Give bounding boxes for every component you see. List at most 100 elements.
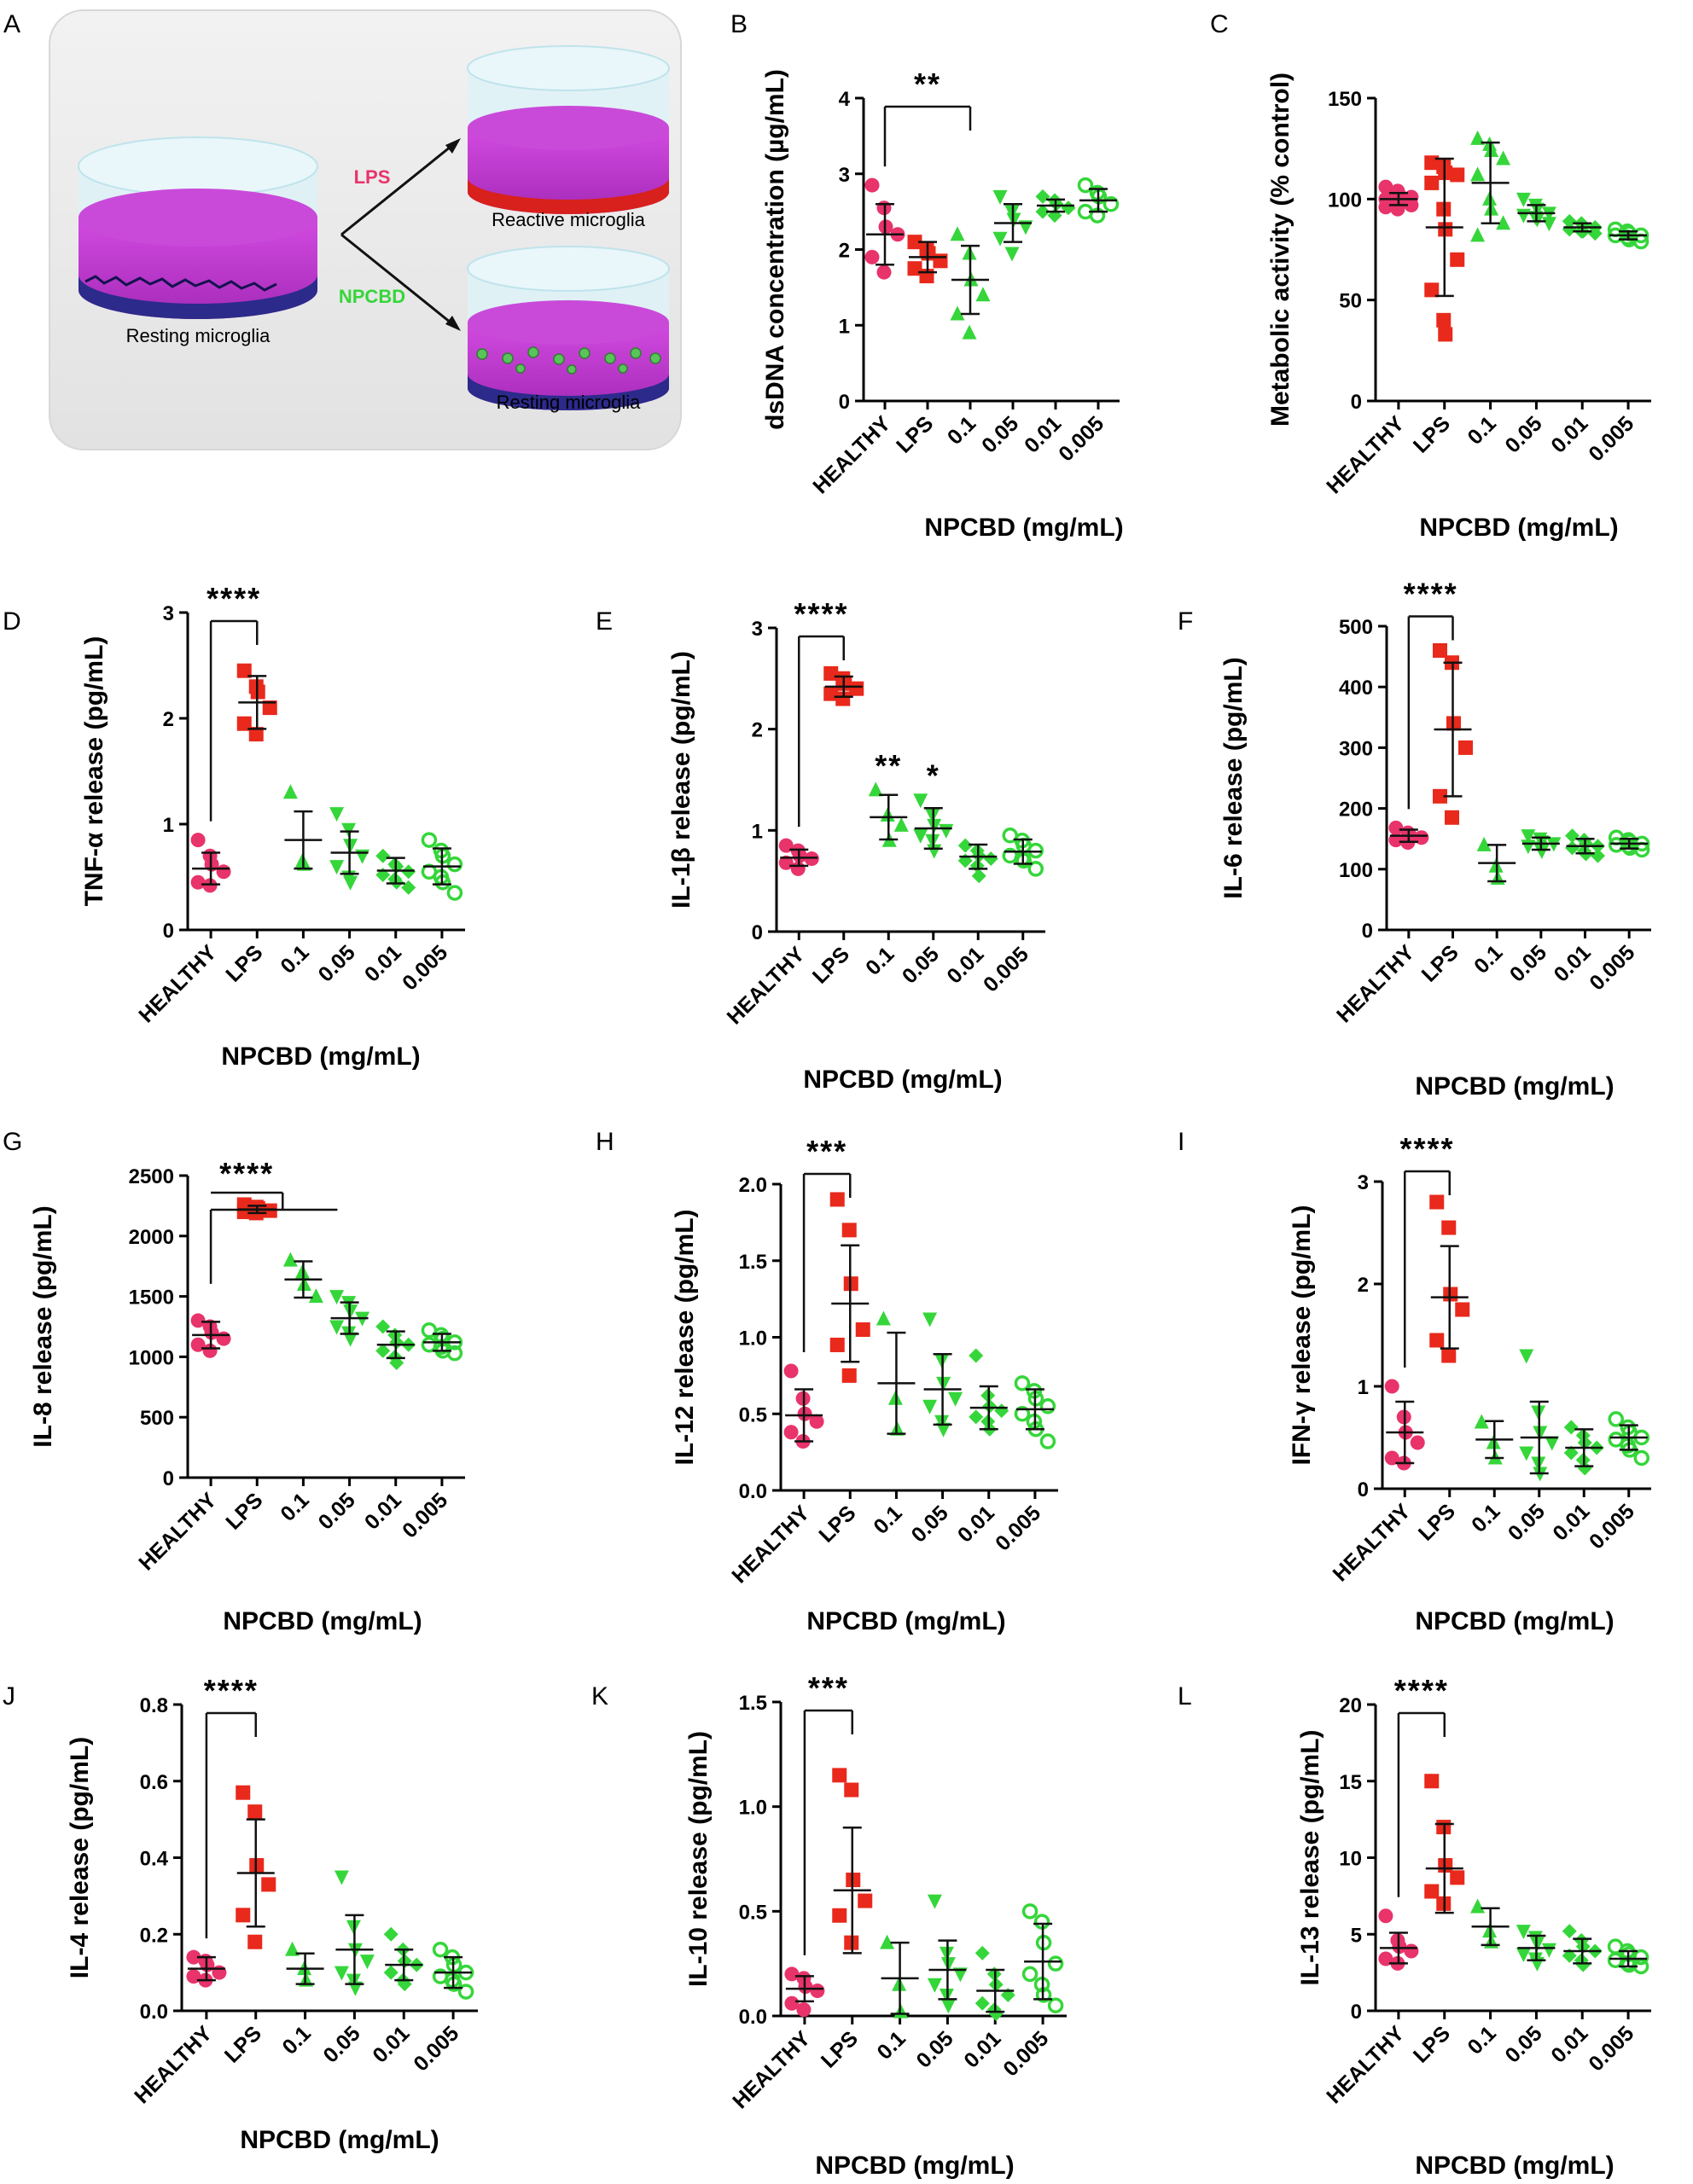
x-category-label: 0.005 xyxy=(1585,1499,1639,1554)
y-tick-label: 500 xyxy=(140,1407,174,1430)
resting-dish-left xyxy=(78,136,318,319)
y-tick-label: 2500 xyxy=(129,1165,174,1188)
data-point xyxy=(975,287,991,302)
data-point xyxy=(940,1999,956,2014)
significance-bracket: *** xyxy=(802,1134,852,1352)
data-point xyxy=(1047,1955,1064,1972)
group-3 xyxy=(927,1894,968,2014)
group-5 xyxy=(1607,221,1649,250)
group-4 xyxy=(957,838,998,884)
data-point xyxy=(1470,227,1486,242)
y-tick-label: 0.0 xyxy=(739,1480,767,1503)
x-category-label: LPS xyxy=(808,942,854,988)
data-point xyxy=(236,1908,251,1923)
data-point xyxy=(868,781,883,797)
y-tick-label: 0 xyxy=(163,1467,174,1490)
group-5 xyxy=(1608,829,1650,858)
x-category-label: HEALTHY xyxy=(808,411,895,498)
data-point xyxy=(1541,217,1556,232)
data-point xyxy=(1378,179,1393,195)
data-point xyxy=(190,874,206,890)
y-tick-label: 1 xyxy=(163,814,174,837)
data-point xyxy=(1587,226,1603,241)
x-category-label: 0.1 xyxy=(1467,1499,1504,1536)
x-category-label: LPS xyxy=(814,1501,860,1547)
reactive-dish xyxy=(467,45,670,214)
group-3: * xyxy=(913,758,954,859)
y-tick-label: 0.5 xyxy=(739,1403,767,1426)
data-point xyxy=(343,1332,358,1347)
group-4 xyxy=(383,1926,424,1992)
x-category-label: 0.1 xyxy=(1463,411,1500,449)
group-1 xyxy=(823,665,864,706)
data-point xyxy=(236,716,252,731)
data-point xyxy=(1450,1870,1465,1885)
data-point xyxy=(858,1893,873,1908)
data-point xyxy=(1534,844,1550,859)
data-point xyxy=(1047,1997,1064,2013)
data-point xyxy=(913,828,928,844)
data-point xyxy=(1562,213,1577,229)
group-5 xyxy=(1608,1411,1649,1467)
y-tick-label: 2.0 xyxy=(739,1174,767,1197)
data-point xyxy=(236,1204,252,1219)
data-point xyxy=(855,1322,870,1338)
data-point xyxy=(849,681,864,696)
x-category-label: HEALTHY xyxy=(727,1501,814,1588)
data-point xyxy=(1039,1433,1056,1449)
panel-letter-i: I xyxy=(1178,1128,1184,1156)
y-tick-label: 5 xyxy=(1351,1924,1362,1947)
data-point xyxy=(1450,252,1465,267)
data-point xyxy=(421,832,438,848)
data-point xyxy=(922,1399,938,1414)
data-point xyxy=(334,1870,349,1885)
x-axis-title: NPCBD (mg/mL) xyxy=(221,1043,420,1071)
data-point xyxy=(341,822,357,838)
x-category-label: 0.05 xyxy=(911,2026,957,2072)
y-tick-label: 0.2 xyxy=(140,1924,168,1947)
data-point xyxy=(1521,829,1536,845)
group-3 xyxy=(329,1290,370,1347)
group-1 xyxy=(236,663,277,742)
data-point xyxy=(190,833,206,848)
y-tick-label: 100 xyxy=(1328,189,1362,212)
data-point xyxy=(969,1348,984,1363)
group-1 xyxy=(1433,642,1473,825)
y-tick-label: 1 xyxy=(839,315,850,338)
y-tick-label: 0.0 xyxy=(739,2006,767,2029)
x-category-label: HEALTHY xyxy=(1332,940,1419,1027)
significance-bracket: **** xyxy=(204,1673,257,1939)
x-category-label: 0.05 xyxy=(898,942,944,988)
x-axis-title: NPCBD (mg/mL) xyxy=(1415,1072,1614,1101)
data-point xyxy=(216,864,231,880)
x-category-label: LPS xyxy=(221,940,267,986)
data-point xyxy=(983,851,998,867)
data-point xyxy=(1021,1903,1038,1920)
data-point xyxy=(829,1337,845,1352)
data-point xyxy=(783,1363,799,1379)
data-point xyxy=(1035,204,1050,219)
data-point xyxy=(950,226,965,241)
data-point xyxy=(1021,1966,1038,1983)
panel-letter-j: J xyxy=(3,1682,15,1711)
data-point xyxy=(216,1331,231,1346)
data-point xyxy=(841,1223,857,1238)
data-point xyxy=(974,1995,990,2011)
x-axis-title: NPCBD (mg/mL) xyxy=(240,2126,439,2154)
data-point xyxy=(832,1908,847,1923)
x-category-label: 0.1 xyxy=(943,411,980,449)
significance-label: *** xyxy=(808,1670,849,1705)
group-3 xyxy=(329,807,370,891)
significance-bracket: **** xyxy=(207,581,259,822)
y-tick-label: 0 xyxy=(1362,920,1373,943)
group-2: ** xyxy=(868,748,909,847)
group-1 xyxy=(832,1768,873,1955)
group-1 xyxy=(907,235,948,284)
group-1 xyxy=(1424,1774,1465,1914)
data-point xyxy=(1458,740,1473,755)
group-2 xyxy=(282,1252,323,1304)
